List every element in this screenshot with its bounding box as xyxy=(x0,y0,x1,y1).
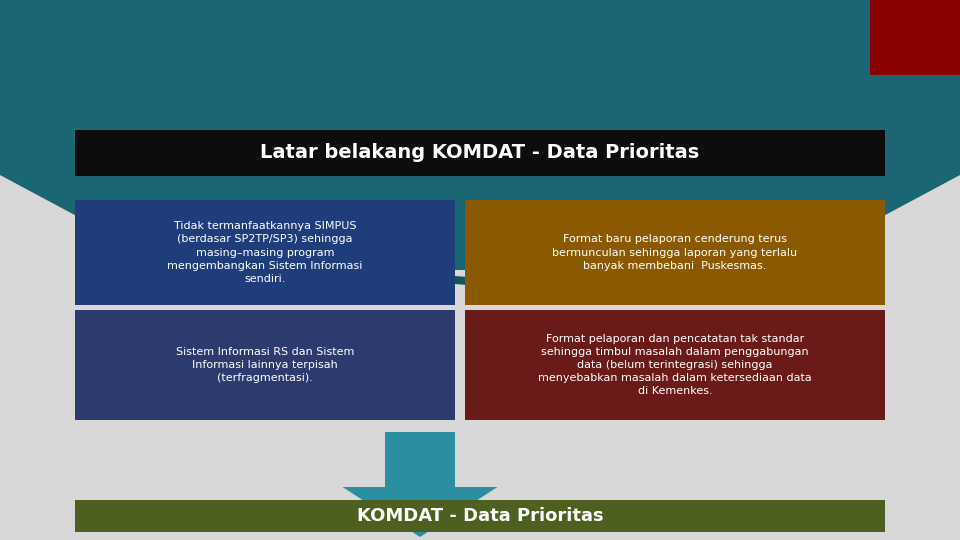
Text: Tidak termanfaatkannya SIMPUS
(berdasar SP2TP/SP3) sehingga
masing–masing progra: Tidak termanfaatkannya SIMPUS (berdasar … xyxy=(167,221,363,284)
Text: Latar belakang KOMDAT - Data Prioritas: Latar belakang KOMDAT - Data Prioritas xyxy=(260,144,700,163)
Bar xyxy=(75,130,885,176)
Bar xyxy=(385,432,455,487)
Text: Format pelaporan dan pencatatan tak standar
sehingga timbul masalah dalam pengga: Format pelaporan dan pencatatan tak stan… xyxy=(539,334,812,396)
Text: Format baru pelaporan cenderung terus
bermunculan sehingga laporan yang terlalu
: Format baru pelaporan cenderung terus be… xyxy=(552,234,798,271)
Polygon shape xyxy=(140,250,820,286)
Polygon shape xyxy=(343,487,497,537)
Bar xyxy=(75,200,455,305)
Bar xyxy=(465,310,885,420)
Bar xyxy=(75,500,885,532)
Polygon shape xyxy=(0,0,960,270)
Bar xyxy=(870,0,960,75)
Bar xyxy=(465,200,885,305)
Text: KOMDAT - Data Prioritas: KOMDAT - Data Prioritas xyxy=(357,507,603,525)
Bar xyxy=(75,310,455,420)
Text: Sistem Informasi RS dan Sistem
Informasi lainnya terpisah
(terfragmentasi).: Sistem Informasi RS dan Sistem Informasi… xyxy=(176,347,354,383)
